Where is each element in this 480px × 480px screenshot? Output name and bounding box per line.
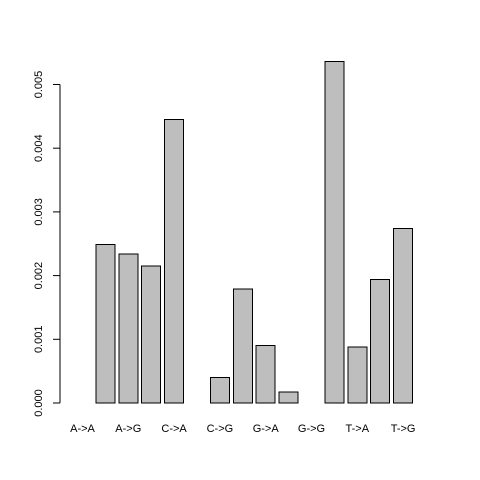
x-category-label: T->G [391,423,416,435]
y-tick-label: 0.000 [33,389,45,417]
x-category-label: A->G [115,423,141,435]
bars-group [95,61,414,404]
bar-G->T [324,61,345,404]
bar-T->G [393,227,414,404]
bar-C->T [232,288,253,404]
y-axis: 0.000 0.001 0.002 0.003 0.004 0.005 [33,71,61,417]
bar-T->A [347,346,368,404]
bar-A->G [118,253,139,404]
x-category-label: C->G [207,423,234,435]
bar-C->G [209,377,230,404]
y-tick-label: 0.004 [33,134,45,162]
y-tick-label: 0.005 [33,71,45,99]
x-category-label: A->A [70,423,95,435]
bar-C->A [164,119,185,404]
x-category-label: G->A [253,423,280,435]
bar-A->T [141,265,162,404]
y-tick-label: 0.003 [33,198,45,226]
y-tick-label: 0.001 [33,326,45,354]
x-axis-labels: A->A A->G C->A C->G G->A G->G T->A T->G [70,423,415,435]
y-tick-label: 0.002 [33,262,45,290]
x-category-label: T->A [346,423,370,435]
x-category-label: C->A [161,423,187,435]
bar-G->A [255,345,276,404]
x-category-label: G->G [298,423,325,435]
bar-A->C [95,243,116,404]
bar-G->C [278,391,299,404]
bar-T->C [370,278,391,404]
